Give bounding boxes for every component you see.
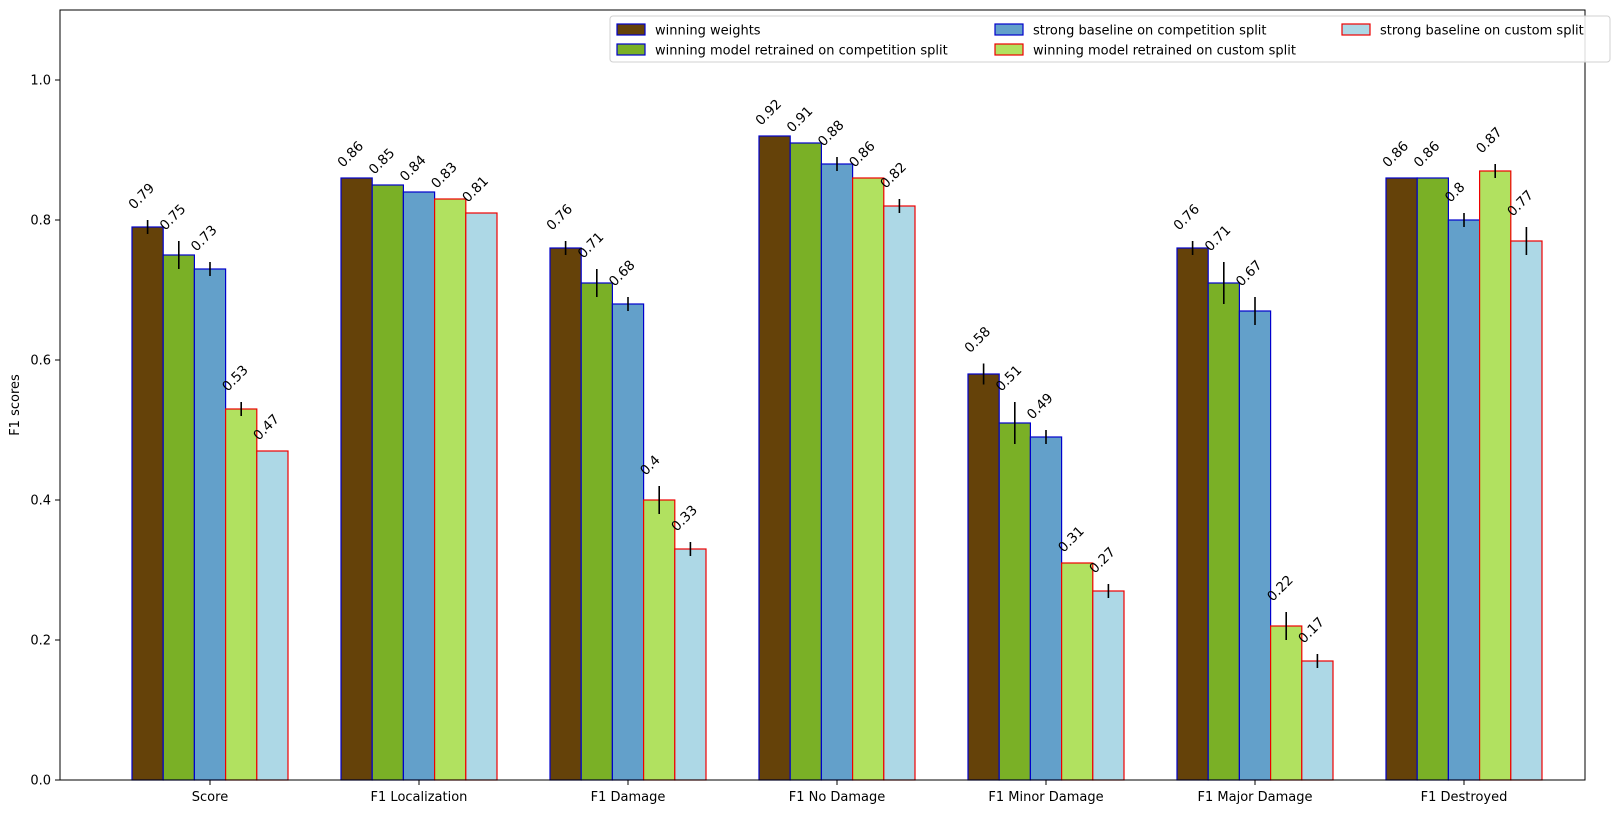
bar-f1-no-damage-winning-weights bbox=[758, 135, 791, 781]
legend-label-winning-weights: winning weights bbox=[655, 24, 761, 39]
bar-f1-major-damage-winning-model-retrained-on-competition-split bbox=[1207, 282, 1240, 781]
legend-swatch-winning-weights bbox=[616, 23, 646, 36]
x-tick-label-f1-localization: F1 Localization bbox=[371, 790, 468, 805]
legend-label-winning-model-retrained-on-competition-split: winning model retrained on competition s… bbox=[655, 44, 948, 59]
legend-label-winning-model-retrained-on-custom-split: winning model retrained on custom split bbox=[1033, 44, 1296, 59]
bar-f1-damage-strong-baseline-on-custom-split bbox=[674, 548, 707, 781]
data-label-f1-localization-winning-model-retrained-on-competition-split: 0.85 bbox=[366, 145, 399, 178]
bar-score-winning-weights bbox=[131, 226, 164, 781]
legend: winning weights winning model retrained o… bbox=[609, 15, 1611, 63]
legend-swatch-strong-baseline-on-custom-split bbox=[1341, 23, 1371, 36]
bar-f1-destroyed-winning-model-retrained-on-custom-split bbox=[1478, 170, 1512, 781]
bar-f1-minor-damage-winning-model-retrained-on-custom-split bbox=[1060, 562, 1094, 781]
bar-f1-damage-winning-weights bbox=[549, 247, 582, 781]
bar-score-winning-model-retrained-on-custom-split bbox=[225, 408, 258, 781]
data-label-f1-major-damage-winning-weights: 0.76 bbox=[1171, 201, 1204, 234]
y-tick-label: 0.2 bbox=[30, 634, 51, 649]
y-tick-label: 0.4 bbox=[30, 494, 51, 509]
x-tick-label-f1-no-damage: F1 No Damage bbox=[789, 790, 886, 805]
y-tick-label: 0.0 bbox=[30, 774, 51, 789]
bar-f1-destroyed-strong-baseline-on-custom-split bbox=[1510, 240, 1543, 781]
data-label-f1-destroyed-winning-weights: 0.86 bbox=[1380, 138, 1413, 171]
bar-f1-minor-damage-strong-baseline-on-competition-split bbox=[1029, 436, 1063, 781]
x-tick-label-f1-major-damage: F1 Major Damage bbox=[1198, 790, 1313, 805]
data-label-f1-damage-winning-weights: 0.76 bbox=[544, 201, 577, 234]
legend-label-strong-baseline-on-competition-split: strong baseline on competition split bbox=[1033, 24, 1267, 39]
data-label-f1-localization-winning-weights: 0.86 bbox=[335, 138, 368, 171]
x-tick-label-f1-minor-damage: F1 Minor Damage bbox=[988, 790, 1103, 805]
legend-label-strong-baseline-on-custom-split: strong baseline on custom split bbox=[1380, 24, 1584, 39]
bar-f1-major-damage-winning-weights bbox=[1176, 247, 1209, 781]
bar-f1-minor-damage-strong-baseline-on-custom-split bbox=[1092, 590, 1125, 781]
legend-swatch-strong-baseline-on-competition-split bbox=[994, 23, 1024, 36]
bar-f1-minor-damage-winning-weights bbox=[967, 373, 1000, 781]
y-tick-label: 0.8 bbox=[30, 214, 51, 229]
bar-f1-localization-winning-model-retrained-on-competition-split bbox=[371, 184, 405, 781]
y-axis-label: F1 scores bbox=[8, 374, 23, 436]
bar-f1-major-damage-winning-model-retrained-on-custom-split bbox=[1269, 625, 1303, 781]
bar-f1-destroyed-strong-baseline-on-competition-split bbox=[1447, 219, 1481, 781]
legend-swatch-winning-model-retrained-on-competition-split bbox=[616, 43, 646, 56]
data-label-f1-minor-damage-winning-weights: 0.58 bbox=[962, 324, 995, 357]
bar-f1-no-damage-winning-model-retrained-on-custom-split bbox=[851, 177, 885, 781]
bar-f1-no-damage-winning-model-retrained-on-competition-split bbox=[789, 142, 823, 781]
bar-f1-no-damage-strong-baseline-on-competition-split bbox=[820, 163, 854, 781]
data-label-f1-no-damage-winning-model-retrained-on-competition-split: 0.91 bbox=[784, 103, 817, 136]
bar-f1-localization-winning-model-retrained-on-custom-split bbox=[434, 198, 467, 781]
x-axis: Score F1 Localization F1 Damage F1 No Damag… bbox=[192, 780, 1508, 805]
data-label-f1-no-damage-winning-weights: 0.92 bbox=[753, 96, 786, 129]
data-label-f1-destroyed-winning-model-retrained-on-custom-split: 0.87 bbox=[1473, 124, 1506, 157]
error-bars-layer bbox=[146, 157, 1528, 668]
bar-score-strong-baseline-on-competition-split bbox=[193, 268, 227, 781]
data-label-score-winning-weights: 0.79 bbox=[126, 180, 159, 213]
plot-frame bbox=[59, 9, 1586, 781]
bar-score-strong-baseline-on-custom-split bbox=[256, 450, 289, 781]
bar-f1-localization-winning-weights bbox=[340, 177, 373, 781]
y-tick-label: 0.6 bbox=[30, 354, 51, 369]
bar-f1-major-damage-strong-baseline-on-competition-split bbox=[1238, 310, 1272, 781]
data-label-f1-localization-winning-model-retrained-on-custom-split: 0.83 bbox=[428, 159, 461, 192]
bar-f1-no-damage-strong-baseline-on-custom-split bbox=[883, 205, 916, 781]
bar-score-winning-model-retrained-on-competition-split bbox=[162, 254, 195, 781]
bar-f1-destroyed-winning-weights bbox=[1385, 177, 1418, 781]
x-tick-label-f1-destroyed: F1 Destroyed bbox=[1421, 790, 1508, 805]
bar-f1-damage-winning-model-retrained-on-custom-split bbox=[642, 499, 676, 781]
bar-f1-destroyed-winning-model-retrained-on-competition-split bbox=[1416, 177, 1449, 781]
bar-f1-damage-strong-baseline-on-competition-split bbox=[611, 303, 645, 781]
y-tick-label: 1.0 bbox=[30, 74, 51, 89]
bar-f1-major-damage-strong-baseline-on-custom-split bbox=[1301, 660, 1334, 781]
data-label-score-strong-baseline-on-competition-split: 0.73 bbox=[188, 222, 221, 255]
data-label-f1-minor-damage-strong-baseline-on-competition-split: 0.49 bbox=[1024, 390, 1057, 423]
data-label-f1-localization-strong-baseline-on-competition-split: 0.84 bbox=[397, 152, 430, 185]
bars-layer bbox=[131, 135, 1543, 781]
data-label-f1-destroyed-winning-model-retrained-on-competition-split: 0.86 bbox=[1411, 138, 1444, 171]
bar-f1-damage-winning-model-retrained-on-competition-split bbox=[580, 282, 614, 781]
y-axis: 0.0 0.2 0.4 0.6 0.8 1.0 bbox=[30, 74, 60, 789]
x-tick-label-score: Score bbox=[192, 790, 228, 805]
x-tick-label-f1-damage: F1 Damage bbox=[591, 790, 666, 805]
bar-f1-localization-strong-baseline-on-custom-split bbox=[465, 212, 498, 781]
bar-f1-minor-damage-winning-model-retrained-on-competition-split bbox=[998, 422, 1032, 781]
bar-f1-localization-strong-baseline-on-competition-split bbox=[402, 191, 436, 781]
legend-swatch-winning-model-retrained-on-custom-split bbox=[994, 43, 1024, 56]
